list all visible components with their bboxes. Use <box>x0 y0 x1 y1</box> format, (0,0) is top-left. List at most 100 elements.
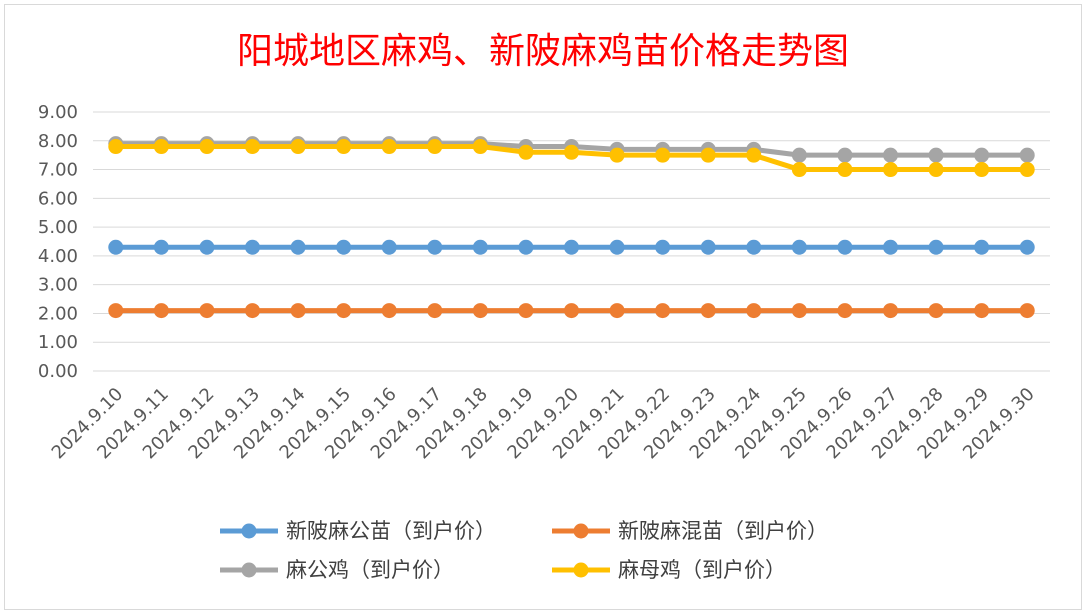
data-point <box>928 147 944 163</box>
series-0 <box>108 239 1035 255</box>
data-point <box>518 239 534 255</box>
data-point <box>472 239 488 255</box>
data-point <box>928 162 944 178</box>
data-point <box>837 239 853 255</box>
y-tick-label: 5.00 <box>38 217 78 238</box>
data-point <box>108 303 124 319</box>
data-point <box>427 239 443 255</box>
data-point <box>336 303 352 319</box>
y-tick-label: 4.00 <box>38 246 78 267</box>
y-tick-label: 6.00 <box>38 188 78 209</box>
data-point <box>974 239 990 255</box>
data-point <box>746 303 762 319</box>
data-point <box>472 303 488 319</box>
data-point <box>655 147 671 163</box>
data-point <box>336 239 352 255</box>
legend-label: 新陂麻公苗（到户价） <box>286 519 496 543</box>
data-point <box>245 239 260 255</box>
legend-marker <box>573 523 589 539</box>
y-tick-label: 3.00 <box>38 275 78 296</box>
data-point <box>245 303 260 319</box>
data-point <box>427 303 443 319</box>
data-point <box>518 144 534 160</box>
data-point <box>974 162 990 178</box>
y-tick-label: 1.00 <box>38 332 78 353</box>
y-tick-label: 2.00 <box>38 303 78 324</box>
data-point <box>199 139 215 155</box>
legend-label: 新陂麻混苗（到户价） <box>618 519 828 543</box>
data-point <box>336 139 352 155</box>
legend-marker <box>241 523 257 539</box>
data-point <box>655 239 671 255</box>
data-point <box>746 147 762 163</box>
legend: 新陂麻公苗（到户价） 新陂麻混苗（到户价） 麻公鸡（到户价） 麻母鸡（到户价） <box>220 519 828 582</box>
y-tick-label: 9.00 <box>38 102 78 123</box>
data-point <box>427 139 443 155</box>
data-point <box>883 239 898 255</box>
data-point <box>746 239 762 255</box>
data-point <box>928 239 944 255</box>
chart-frame <box>4 4 1082 610</box>
data-point <box>381 303 397 319</box>
data-point <box>153 303 169 319</box>
legend-marker <box>241 562 257 578</box>
data-point <box>199 303 215 319</box>
data-point <box>1019 239 1035 255</box>
legend-item: 新陂麻混苗（到户价） <box>552 519 828 543</box>
data-point <box>700 303 716 319</box>
y-tick-label: 7.00 <box>38 160 78 181</box>
data-point <box>108 139 124 155</box>
data-point <box>564 144 579 160</box>
data-point <box>609 303 625 319</box>
x-axis-ticks: 2024.9.102024.9.112024.9.122024.9.132024… <box>48 384 1039 464</box>
data-point <box>564 239 579 255</box>
legend-marker <box>573 562 589 578</box>
legend-item: 新陂麻公苗（到户价） <box>220 519 496 543</box>
data-point <box>700 147 716 163</box>
data-point <box>153 139 169 155</box>
data-point <box>655 303 671 319</box>
data-point <box>837 162 853 178</box>
data-point <box>290 139 306 155</box>
data-point <box>472 139 488 155</box>
data-point <box>837 303 853 319</box>
data-point <box>245 139 260 155</box>
data-point <box>518 303 534 319</box>
data-point <box>883 147 898 163</box>
data-point <box>974 147 990 163</box>
legend-label: 麻公鸡（到户价） <box>286 558 454 582</box>
series-lines <box>108 136 1035 319</box>
legend-label: 麻母鸡（到户价） <box>618 558 786 582</box>
data-point <box>791 162 807 178</box>
y-axis-ticks: 0.00 1.00 2.00 3.00 4.00 5.00 6.00 7.00 8.00 9.00 <box>38 102 78 382</box>
data-point <box>564 303 579 319</box>
data-point <box>837 147 853 163</box>
chart-title: 阳城地区麻鸡、新陂麻鸡苗价格走势图 <box>236 31 849 72</box>
data-point <box>609 239 625 255</box>
y-tick-label: 0.00 <box>38 361 78 382</box>
data-point <box>381 139 397 155</box>
data-point <box>290 303 306 319</box>
data-point <box>791 303 807 319</box>
data-point <box>791 239 807 255</box>
y-tick-label: 8.00 <box>38 131 78 152</box>
series-3 <box>108 139 1035 178</box>
data-point <box>381 239 397 255</box>
data-point <box>700 239 716 255</box>
data-point <box>1019 303 1035 319</box>
data-point <box>928 303 944 319</box>
data-point <box>1019 162 1035 178</box>
data-point <box>1019 147 1035 163</box>
legend-item: 麻母鸡（到户价） <box>552 558 786 582</box>
data-point <box>290 239 306 255</box>
data-point <box>974 303 990 319</box>
data-point <box>609 147 625 163</box>
data-point <box>153 239 169 255</box>
series-1 <box>108 303 1035 319</box>
data-point <box>791 147 807 163</box>
legend-item: 麻公鸡（到户价） <box>220 558 454 582</box>
data-point <box>108 239 124 255</box>
data-point <box>883 303 898 319</box>
data-point <box>199 239 215 255</box>
